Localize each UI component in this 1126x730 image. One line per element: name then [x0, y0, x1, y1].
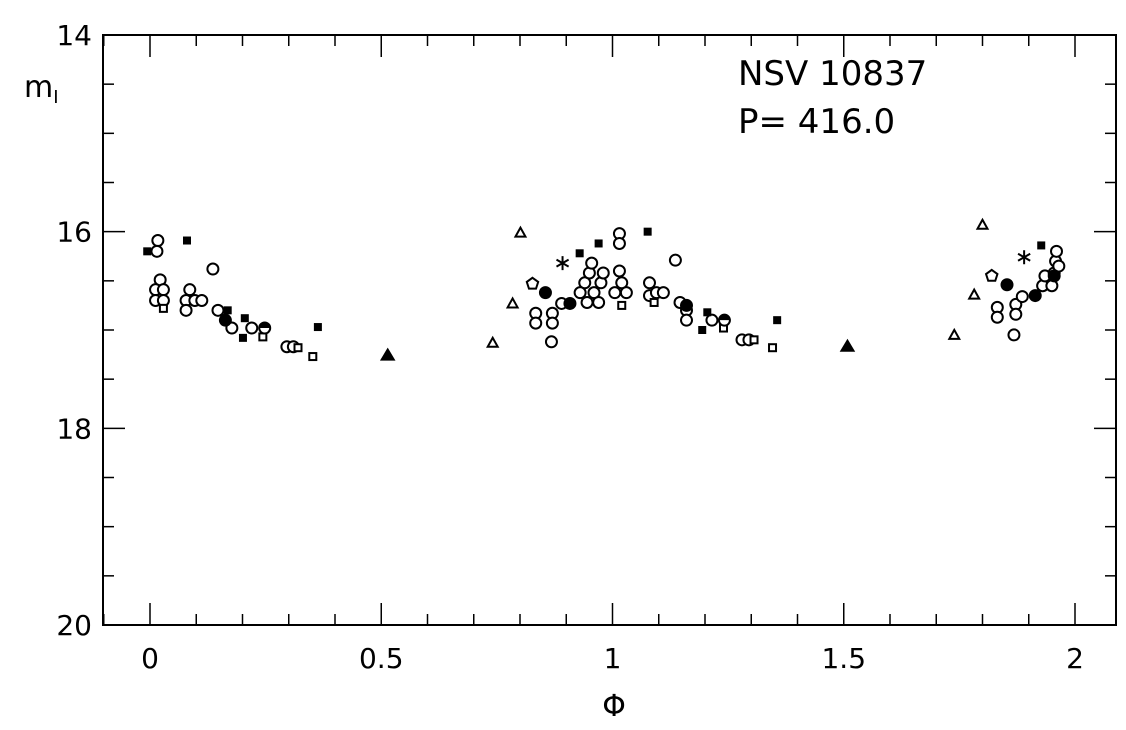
tick-labels: 0 0.5 1 1.5 2 14 16 18 20: [56, 19, 1084, 675]
open-circle-point: [592, 295, 606, 309]
open-circle-point: [619, 286, 633, 300]
open-triangle-point: [947, 327, 961, 340]
filled-square-point: [1037, 241, 1046, 250]
filled-square-point: [223, 306, 232, 315]
x-tick-label: 1.5: [821, 642, 866, 675]
open-square-point: [293, 343, 303, 353]
filled-square-point: [698, 326, 707, 334]
open-square-point: [308, 352, 318, 362]
filled-circle-point: [1047, 269, 1061, 283]
open-circle-point: [1015, 290, 1029, 304]
filled-square-point: [313, 323, 322, 332]
half-filled-circle-point: [258, 321, 272, 335]
x-tick-label: 0: [141, 642, 159, 675]
open-circle-point: [573, 286, 587, 300]
open-square-point: [158, 303, 168, 313]
filled-triangle-point: [839, 338, 856, 352]
open-circle-point: [245, 321, 259, 335]
filled-square-point: [143, 247, 152, 256]
open-circle-point: [612, 236, 626, 250]
filled-square-point: [238, 333, 247, 342]
filled-square-point: [183, 236, 191, 245]
filled-circle-point: [1028, 289, 1042, 303]
filled-triangle-point: [379, 347, 396, 361]
open-circle-point: [643, 276, 656, 290]
open-circle-point: [705, 313, 719, 327]
y-tick-label: 18: [56, 412, 92, 445]
open-triangle-point: [513, 225, 528, 238]
open-circle-point: [596, 266, 610, 280]
y-axis-label: mI: [24, 70, 59, 108]
circle-fill: [259, 322, 271, 329]
open-circle-point: [1050, 244, 1063, 258]
open-pentagon-point: [984, 268, 999, 282]
open-triangle-point: [505, 296, 520, 309]
x-tick-label: 2: [1066, 642, 1084, 675]
y-axis-label-subscript: I: [53, 87, 58, 108]
filled-circle-point: [680, 298, 693, 312]
filled-circle-point: [538, 286, 552, 300]
open-square-point: [617, 300, 627, 310]
y-tick-label: 20: [56, 609, 92, 642]
open-circle-point: [668, 253, 682, 267]
open-circle-point: [179, 303, 193, 317]
open-circle-point: [211, 303, 225, 317]
x-tick-label: 0.5: [359, 642, 404, 675]
y-tick-label: 14: [56, 19, 92, 52]
half-filled-circle-point: [717, 313, 731, 327]
filled-square-point: [773, 316, 782, 325]
asterisk-stroke: [555, 258, 570, 268]
open-square-point: [649, 297, 659, 307]
open-circle-point: [1009, 307, 1023, 321]
circle-fill: [718, 314, 730, 321]
open-circle-point: [608, 286, 622, 300]
annotation-period: P= 416.0: [738, 102, 895, 142]
open-circle-point: [612, 264, 626, 278]
filled-circle-point: [1000, 278, 1014, 292]
y-axis-label-main: m: [24, 70, 53, 105]
open-square-point: [749, 335, 759, 345]
open-circle-point: [585, 256, 599, 270]
open-square-point: [768, 343, 778, 353]
open-circle-point: [151, 234, 165, 248]
open-circle-point: [544, 335, 558, 349]
x-axis-label: Φ: [602, 689, 626, 724]
filled-square-point: [594, 239, 603, 248]
open-circle-point: [150, 244, 164, 258]
open-circle-point: [580, 295, 594, 309]
open-triangle-point: [975, 217, 990, 230]
annotation-star-name: NSV 10837: [738, 54, 927, 94]
open-circle-point: [990, 310, 1004, 324]
asterisk-point: [555, 256, 570, 271]
open-circle-point: [656, 286, 670, 300]
open-circle-point: [195, 294, 209, 307]
open-circle-point: [545, 316, 559, 330]
open-circle-point: [183, 283, 197, 297]
open-pentagon-point: [525, 276, 540, 290]
asterisk-stroke: [1017, 252, 1031, 262]
open-triangle-point: [967, 287, 981, 300]
filled-circle-point: [563, 296, 577, 310]
filled-square-point: [703, 308, 712, 317]
open-triangle-point: [486, 335, 500, 348]
filled-square-point: [643, 227, 652, 236]
open-circle-point: [206, 262, 220, 276]
open-circle-point: [529, 316, 543, 330]
open-circle-point: [1007, 328, 1021, 342]
x-tick-label: 1: [604, 642, 622, 675]
open-circle-point: [156, 283, 170, 297]
filled-square-point: [240, 314, 249, 323]
asterisk-point: [1017, 250, 1031, 265]
data-points: [143, 217, 1066, 362]
axis-ticks: [103, 34, 1116, 626]
open-circle-point: [680, 313, 693, 327]
filled-square-point: [575, 249, 584, 258]
filled-circle-point: [218, 313, 232, 327]
y-tick-label: 16: [56, 216, 92, 249]
